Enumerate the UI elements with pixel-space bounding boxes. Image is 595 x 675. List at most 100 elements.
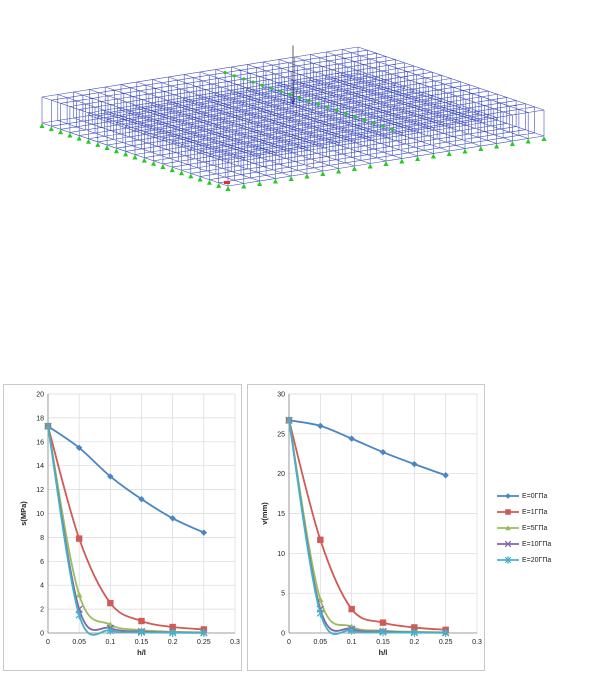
support-icon: [113, 148, 119, 154]
support-icon: [76, 135, 82, 141]
support-icon: [86, 138, 91, 144]
legend-label: E=0ГПа: [522, 492, 548, 500]
data-point: [169, 628, 177, 637]
deflection-chart-panel: 0 5 10 15 20 25 30 0 0.05 0.1 0.15 0.2 0.25 0.3 h/l v(m…: [247, 384, 485, 671]
series-2: [44, 423, 208, 635]
data-point: [505, 493, 511, 499]
support-icon: [179, 170, 184, 176]
series-2: [285, 417, 449, 635]
x-tick-label: 0.1: [347, 639, 357, 646]
data-point: [75, 535, 83, 542]
support-node: [297, 96, 302, 100]
legend-label: E=20ГПа: [522, 556, 552, 564]
support-node: [223, 71, 227, 75]
data-point: [137, 628, 146, 637]
legend-swatch-icon: [497, 509, 519, 515]
y-tick-label: 4: [40, 583, 44, 590]
series-4: [285, 416, 450, 638]
support-node: [353, 115, 357, 119]
tick-labels: 0 2 4 6 8 10 12 14 16 18 20 0 0.05 0.1 0.15 0.2 0.25 0.3: [36, 392, 240, 647]
gridlines: [47, 393, 236, 634]
x-tick-label: 0.2: [168, 639, 178, 646]
support-icon: [478, 146, 484, 151]
data-point: [75, 444, 83, 451]
support-icon: [197, 176, 203, 182]
series-0: [285, 417, 449, 479]
y-tick-label: 30: [277, 392, 285, 399]
series-line: [47, 425, 205, 534]
x-tick-label: 0.25: [439, 639, 453, 646]
data-point: [442, 628, 450, 638]
support-icon: [141, 157, 147, 163]
model-grid: [41, 46, 545, 187]
y-tick-label: 20: [36, 392, 44, 399]
data-point: [317, 422, 324, 430]
data-point: [411, 460, 418, 468]
support-icon: [430, 153, 436, 159]
support-node: [390, 127, 395, 131]
data-point: [106, 626, 114, 635]
legend-item: E=20ГПа: [497, 552, 551, 568]
model-supports: [39, 71, 547, 191]
support-icon: [272, 178, 278, 184]
legend-label: E=1ГПа: [522, 508, 548, 516]
series-line: [288, 420, 446, 631]
data-point: [75, 610, 83, 620]
support-node: [335, 108, 339, 113]
data-point: [317, 536, 324, 543]
x-tick-label: 0.1: [105, 639, 115, 646]
series-line: [47, 426, 204, 634]
support-icon: [241, 183, 247, 189]
series-3: [44, 422, 208, 637]
legend-item: E=1ГПа: [497, 504, 551, 520]
corner-marker: [224, 181, 230, 184]
series-4: [44, 422, 208, 638]
data-point: [138, 617, 145, 625]
data-point: [411, 624, 418, 631]
support-icon: [525, 138, 531, 144]
data-point: [107, 599, 114, 607]
support-icon: [462, 148, 468, 154]
support-icon: [104, 145, 110, 151]
data-point: [200, 628, 208, 638]
support-icon: [399, 158, 405, 164]
series-line: [288, 420, 446, 634]
support-icon: [336, 168, 342, 174]
support-icon: [288, 176, 294, 181]
data-point: [505, 509, 511, 515]
y-tick-label: 8: [40, 535, 44, 542]
support-node: [363, 118, 367, 122]
support-node: [279, 89, 283, 94]
legend-item: E=5ГПа: [497, 520, 551, 536]
support-node: [232, 74, 236, 78]
support-icon: [225, 186, 231, 191]
support-node: [251, 80, 255, 84]
series-line: [288, 420, 446, 635]
y-tick-label: 6: [40, 559, 44, 566]
series-1: [44, 423, 208, 633]
x-tick-label: 0.3: [230, 639, 240, 646]
data-point: [504, 540, 512, 548]
support-icon: [160, 163, 166, 169]
data-point: [138, 495, 145, 503]
support-icon: [494, 143, 500, 149]
x-tick-label: 0.15: [135, 639, 149, 646]
support-node: [325, 105, 329, 109]
support-icon: [446, 151, 452, 156]
data-point: [107, 473, 114, 480]
data-point: [379, 619, 387, 626]
y-tick-label: 5: [281, 591, 285, 598]
y-tick-label: 2: [40, 607, 44, 614]
data-point: [200, 529, 208, 536]
support-icon: [541, 136, 547, 141]
series-3: [285, 416, 450, 637]
x-tick-label: 0.25: [197, 639, 211, 646]
y-axis-label: v(mm): [260, 502, 269, 525]
support-icon: [39, 123, 45, 128]
model-grid-lines: [41, 46, 545, 187]
y-tick-label: 18: [36, 415, 44, 422]
load-arrow-icon: [290, 98, 296, 105]
legend-swatch-icon: [497, 493, 519, 499]
support-icon: [383, 161, 389, 166]
support-icon: [169, 167, 175, 173]
